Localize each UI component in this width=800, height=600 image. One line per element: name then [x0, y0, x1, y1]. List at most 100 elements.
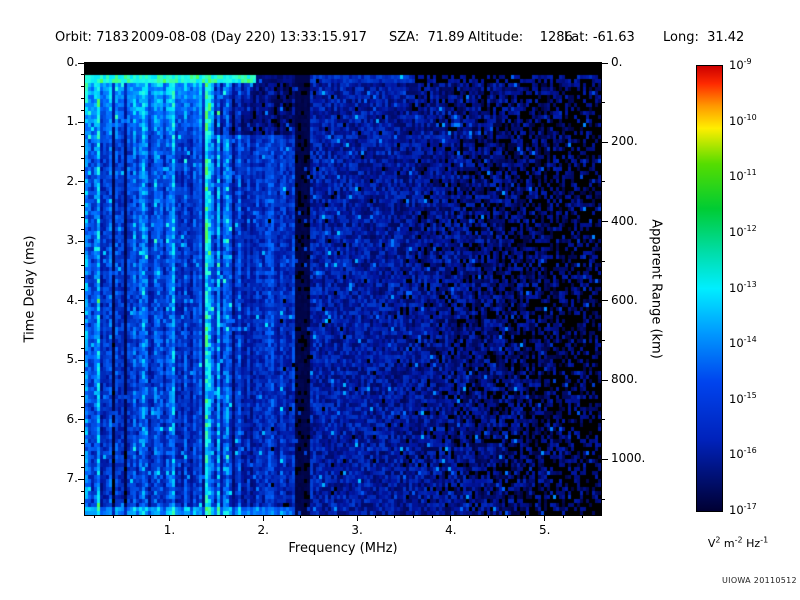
y-minor-tick: [81, 371, 84, 373]
y-axis-label-left: Time Delay (ms): [22, 235, 38, 343]
y-minor-tick: [81, 490, 84, 492]
x-minor-tick: [187, 515, 189, 518]
y2-tick: [602, 300, 608, 302]
lat-field: Lat: -61.63: [564, 30, 635, 45]
y-minor-tick: [81, 264, 84, 266]
datetime-field: 2009-08-08 (Day 220) 13:33:15.917: [131, 30, 367, 45]
y-tick-label: 0.: [66, 55, 78, 69]
y-minor-tick: [81, 205, 84, 207]
y-tick-label: 7.: [66, 471, 78, 486]
x-tick: [262, 515, 264, 521]
y-tick-label: 6.: [66, 411, 78, 426]
x-tick-label: 4.: [445, 523, 457, 537]
colorbar-tick-label: 10-12: [729, 224, 757, 239]
y-minor-tick: [81, 157, 84, 159]
y2-minor-tick: [602, 260, 605, 262]
y-tick: [78, 359, 84, 361]
x-tick: [544, 515, 546, 521]
x-tick-label: 3.: [351, 523, 363, 537]
y-minor-tick: [81, 431, 84, 433]
y-minor-tick: [81, 466, 84, 468]
y-minor-tick: [81, 229, 84, 231]
y-tick-label: 2.: [66, 173, 78, 188]
x-minor-tick: [506, 515, 508, 518]
y-minor-tick: [81, 133, 84, 135]
y2-tick: [602, 458, 608, 460]
y-tick: [78, 181, 84, 183]
sza-field: SZA: 71.89: [389, 30, 465, 45]
x-minor-tick: [525, 515, 527, 518]
x-minor-tick: [93, 515, 95, 518]
y-minor-tick: [81, 110, 84, 112]
y2-minor-tick: [602, 419, 605, 421]
colorbar-tick-label: 10-17: [729, 502, 757, 517]
x-minor-tick: [131, 515, 133, 518]
y-minor-tick: [81, 276, 84, 278]
x-axis-label: Frequency (MHz): [288, 541, 398, 556]
spectrogram-canvas: [85, 63, 601, 515]
y-tick-label: 1.: [66, 114, 78, 129]
x-minor-tick: [581, 515, 583, 518]
y2-tick-label: 600.: [611, 292, 638, 307]
y2-minor-tick: [602, 102, 605, 104]
x-minor-tick: [562, 515, 564, 518]
y-minor-tick: [81, 252, 84, 254]
y2-tick-label: 200.: [611, 134, 638, 149]
x-minor-tick: [206, 515, 208, 518]
x-minor-tick: [300, 515, 302, 518]
altitude-value: 1286: [539, 30, 573, 45]
y-axis-label-right: Apparent Range (km): [648, 219, 664, 359]
y2-tick: [602, 221, 608, 223]
y2-tick-label: 400.: [611, 213, 638, 228]
x-minor-tick: [319, 515, 321, 518]
x-minor-tick: [112, 515, 114, 518]
sza-label: SZA:: [389, 30, 420, 45]
y-minor-tick: [81, 98, 84, 100]
x-minor-tick: [412, 515, 414, 518]
y-minor-tick: [81, 74, 84, 76]
y-minor-tick: [81, 324, 84, 326]
y-minor-tick: [81, 288, 84, 290]
y-minor-tick: [81, 502, 84, 504]
x-minor-tick: [487, 515, 489, 518]
sza-value: 71.89: [427, 30, 465, 45]
orbit-field: Orbit: 7183: [55, 30, 129, 45]
y-tick: [78, 300, 84, 302]
y-minor-tick: [81, 312, 84, 314]
y-tick: [78, 478, 84, 480]
x-tick: [450, 515, 452, 521]
y-minor-tick: [81, 443, 84, 445]
y-minor-tick: [81, 395, 84, 397]
colorbar-tick-label: 10-14: [729, 335, 757, 351]
y2-tick: [602, 141, 608, 143]
x-minor-tick: [225, 515, 227, 518]
y2-minor-tick: [602, 340, 605, 342]
long-label: Long:: [663, 30, 699, 45]
y-tick: [78, 62, 84, 64]
plot-frame: [84, 62, 602, 516]
colorbar-tick-label: 10-9: [729, 57, 752, 72]
altitude-label: Altitude:: [468, 30, 524, 45]
x-tick-label: 1.: [163, 523, 176, 537]
y-tick: [78, 419, 84, 421]
y2-tick-label: 800.: [611, 372, 638, 387]
y-tick-label: 4.: [66, 292, 78, 307]
y-minor-tick: [81, 336, 84, 338]
orbit-label: Orbit:: [55, 30, 92, 45]
colorbar-tick-label: 10-16: [729, 446, 757, 462]
watermark: UIOWA 20110512: [722, 576, 797, 585]
colorbar-tick-label: 10-10: [729, 112, 757, 128]
x-minor-tick: [431, 515, 433, 518]
x-minor-tick: [281, 515, 283, 518]
datetime-value: 2009-08-08 (Day 220) 13:33:15.917: [131, 30, 367, 45]
y2-tick: [602, 62, 608, 64]
colorbar-tick-label: 10-15: [729, 390, 757, 406]
y2-tick-label: 1000.: [611, 451, 646, 466]
colorbar-unit-label: V2 m-2 Hz-1: [707, 535, 769, 550]
colorbar-tick-label: 10-11: [729, 168, 757, 184]
y-tick-label: 3.: [66, 233, 78, 248]
y-minor-tick: [81, 145, 84, 147]
colorbar-tick-label: 10-13: [729, 279, 757, 295]
x-minor-tick: [394, 515, 396, 518]
y-minor-tick: [81, 217, 84, 219]
